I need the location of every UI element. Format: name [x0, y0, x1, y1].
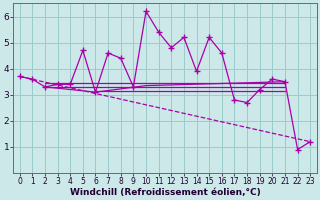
X-axis label: Windchill (Refroidissement éolien,°C): Windchill (Refroidissement éolien,°C) — [69, 188, 260, 197]
